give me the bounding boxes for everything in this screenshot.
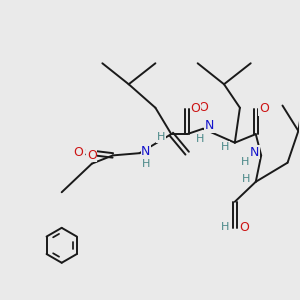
Text: H: H [221, 142, 230, 152]
Text: H: H [196, 134, 204, 144]
Text: H: H [142, 159, 150, 169]
Text: H: H [221, 222, 230, 232]
Text: O: O [87, 148, 97, 162]
Text: N: N [250, 146, 260, 159]
Text: H: H [157, 132, 165, 142]
Text: H: H [241, 158, 250, 167]
Text: H: H [242, 174, 250, 184]
Text: O: O [190, 102, 200, 115]
Text: O: O [198, 101, 208, 114]
Text: O: O [239, 221, 249, 234]
Text: N: N [141, 145, 151, 158]
Text: O: O [73, 146, 83, 159]
Text: O: O [259, 102, 269, 115]
Text: N: N [205, 119, 214, 132]
